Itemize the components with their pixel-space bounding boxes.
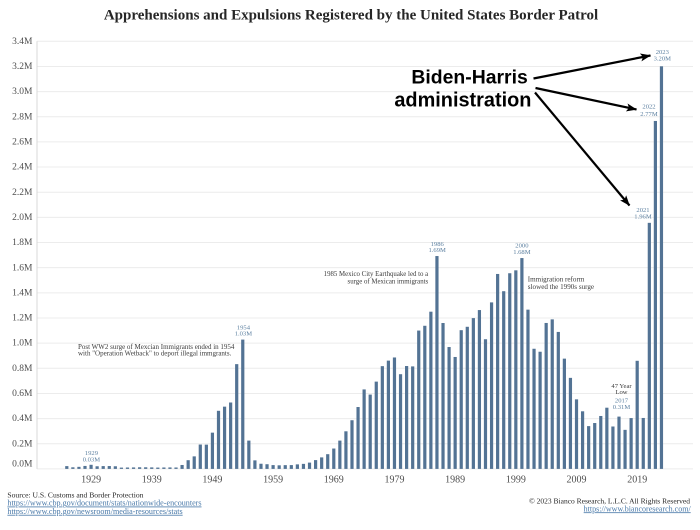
svg-text:2023: 2023: [656, 49, 670, 56]
svg-text:1.8M: 1.8M: [12, 238, 33, 248]
svg-text:3.0M: 3.0M: [12, 87, 33, 97]
svg-text:© 2023 Bianco Research, L.L.C.: © 2023 Bianco Research, L.L.C. All Right…: [529, 497, 690, 506]
svg-text:1.03M: 1.03M: [235, 331, 253, 338]
svg-text:1954: 1954: [237, 324, 251, 331]
svg-text:0.4M: 0.4M: [12, 414, 33, 424]
svg-text:Post WW2 surge of Mexcian Immi: Post WW2 surge of Mexcian Immigrants end…: [78, 343, 235, 351]
svg-text:1959: 1959: [263, 475, 283, 486]
svg-text:1.4M: 1.4M: [12, 288, 33, 298]
svg-text:1.2M: 1.2M: [12, 314, 33, 324]
svg-text:surge of Mexican immigrants: surge of Mexican immigrants: [348, 279, 429, 286]
svg-text:1949: 1949: [202, 475, 222, 486]
svg-text:https://www.cbp.gov/newsroom/m: https://www.cbp.gov/newsroom/media-resou…: [7, 507, 182, 516]
svg-text:47 Year: 47 Year: [611, 383, 632, 390]
svg-text:1.69M: 1.69M: [428, 247, 446, 254]
svg-text:1939: 1939: [142, 475, 162, 486]
svg-text:2022: 2022: [642, 104, 655, 111]
svg-text:2.6M: 2.6M: [12, 138, 33, 148]
svg-text:0.2M: 0.2M: [12, 439, 33, 449]
svg-text:2.8M: 2.8M: [12, 112, 33, 122]
svg-text:1929: 1929: [81, 475, 101, 486]
svg-text:2017: 2017: [615, 398, 629, 405]
svg-text:2.77M: 2.77M: [640, 111, 658, 118]
svg-text:2009: 2009: [567, 475, 587, 486]
svg-text:2000: 2000: [515, 243, 529, 250]
svg-text:1989: 1989: [445, 475, 465, 486]
svg-text:0.03M: 0.03M: [83, 457, 101, 464]
svg-text:1985 Mexico City Earthquake le: 1985 Mexico City Earthquake led to a: [324, 271, 429, 278]
svg-text:2.4M: 2.4M: [12, 163, 33, 173]
svg-text:Source: U.S. Customs and Borde: Source: U.S. Customs and Border Protecti…: [7, 490, 143, 499]
svg-text:1999: 1999: [506, 475, 526, 486]
svg-text:3.4M: 3.4M: [12, 37, 33, 47]
svg-text:1.0M: 1.0M: [12, 339, 33, 349]
svg-text:Biden-Harris: Biden-Harris: [411, 67, 527, 89]
svg-text:2.0M: 2.0M: [12, 213, 33, 223]
svg-text:with "Operation Wetback" to de: with "Operation Wetback" to deport illeg…: [78, 350, 232, 358]
svg-text:1986: 1986: [431, 241, 445, 248]
svg-text:2.2M: 2.2M: [12, 188, 33, 198]
svg-text:0.6M: 0.6M: [12, 389, 33, 399]
svg-text:1969: 1969: [324, 475, 344, 486]
svg-text:0.31M: 0.31M: [613, 404, 631, 411]
svg-text:3.2M: 3.2M: [12, 62, 33, 72]
svg-text:1979: 1979: [384, 475, 404, 486]
svg-text:Immigration reform: Immigration reform: [528, 276, 585, 284]
svg-text:0.0M: 0.0M: [12, 459, 33, 469]
svg-text:administration: administration: [394, 90, 531, 112]
svg-text:3.20M: 3.20M: [654, 56, 672, 63]
svg-text:1.68M: 1.68M: [513, 249, 531, 256]
svg-text:https://www.cbp.gov/document/s: https://www.cbp.gov/document/stats/natio…: [7, 499, 201, 508]
svg-text:https://www.biancoresearch.com: https://www.biancoresearch.com/: [584, 504, 692, 513]
svg-text:2021: 2021: [636, 207, 649, 214]
svg-text:Apprehensions and Expulsions R: Apprehensions and Expulsions Registered …: [104, 8, 598, 24]
svg-text:1.96M: 1.96M: [634, 214, 652, 221]
svg-text:slowed the 1990s surge: slowed the 1990s surge: [528, 283, 594, 291]
svg-text:2019: 2019: [627, 475, 647, 486]
svg-text:0.8M: 0.8M: [12, 364, 33, 374]
svg-text:1929: 1929: [85, 450, 99, 457]
svg-text:Low: Low: [615, 389, 627, 396]
svg-text:1.6M: 1.6M: [12, 263, 33, 273]
